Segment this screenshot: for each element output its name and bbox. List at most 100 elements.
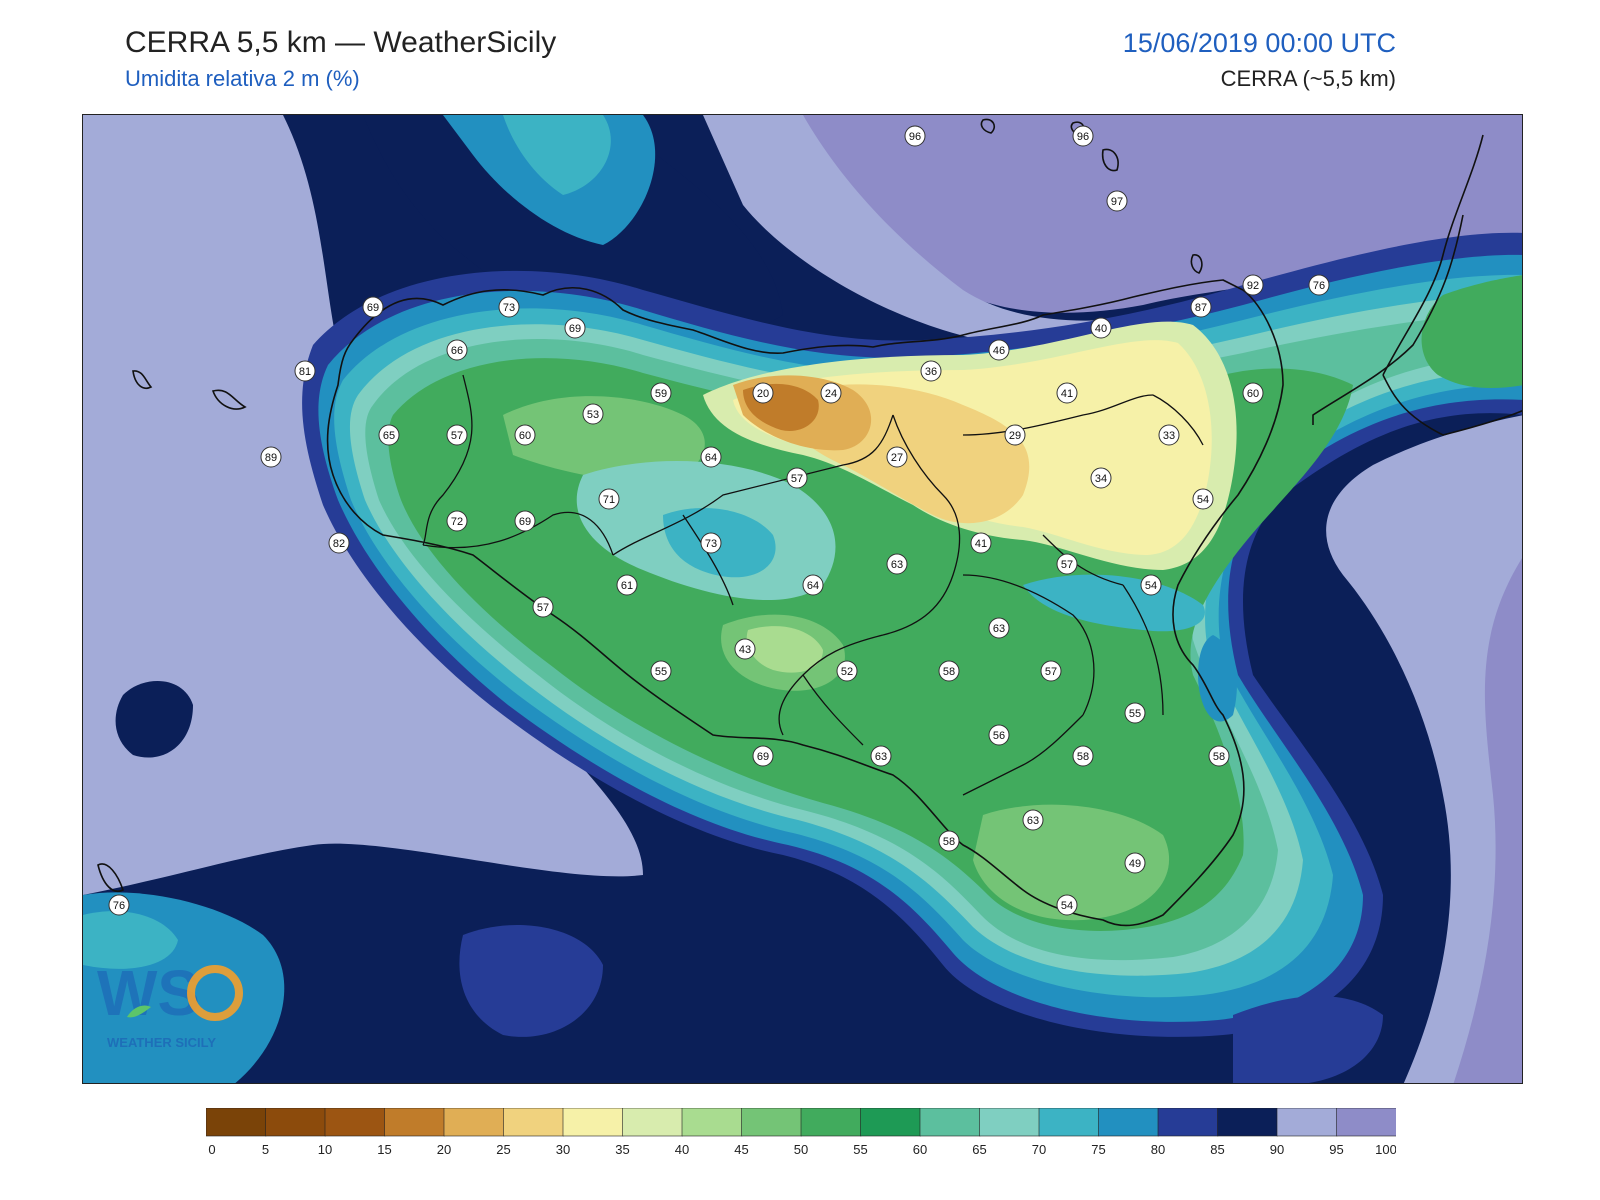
- station-marker: 69: [514, 510, 536, 532]
- station-value: 73: [705, 538, 717, 550]
- colorbar-tick-label: 75: [1091, 1142, 1105, 1157]
- station-dot: [294, 360, 316, 382]
- station-dot: [1056, 894, 1078, 916]
- station-value: 60: [1247, 388, 1259, 400]
- station-value: 63: [875, 751, 887, 763]
- station-value: 69: [569, 323, 581, 335]
- station-value: 57: [537, 602, 549, 614]
- station-dot: [988, 724, 1010, 746]
- station-value: 69: [519, 516, 531, 528]
- station-marker: 96: [1072, 125, 1094, 147]
- colorbar-swatch: [265, 1107, 326, 1137]
- station-dot: [582, 403, 604, 425]
- colorbar-swatch: [979, 1107, 1040, 1137]
- station-value: 54: [1197, 494, 1209, 506]
- station-dot: [650, 382, 672, 404]
- station-dot: [498, 296, 520, 318]
- colorbar-swatch: [1276, 1107, 1338, 1137]
- station-marker: 54: [1192, 488, 1214, 510]
- station-dot: [446, 424, 468, 446]
- variable-subtitle: Umidita relativa 2 m (%): [125, 66, 360, 91]
- station-marker: 92: [1242, 274, 1264, 296]
- station-marker: 46: [988, 339, 1010, 361]
- station-dot: [1090, 467, 1112, 489]
- station-value: 66: [451, 345, 463, 357]
- station-dot: [752, 382, 774, 404]
- station-marker: 56: [988, 724, 1010, 746]
- map-canvas: 96 96 97 92 76 87 69 73 69 66 81 40 46 36 41 60 20 24 59 53…: [83, 115, 1522, 1083]
- southwest-teal-core: [83, 911, 178, 969]
- colorbar-swatch: [324, 1107, 386, 1137]
- station-marker: 87: [1190, 296, 1212, 318]
- station-dot: [786, 467, 808, 489]
- station-value: 96: [909, 131, 921, 143]
- station-dot: [1242, 274, 1264, 296]
- station-value: 46: [993, 345, 1005, 357]
- station-dot: [446, 510, 468, 532]
- station-dot: [836, 660, 858, 682]
- colorbar-swatch: [741, 1107, 802, 1137]
- station-dot: [378, 424, 400, 446]
- station-value: 64: [807, 580, 819, 592]
- colorbar-tick-label: 20: [437, 1142, 451, 1157]
- station-dot: [532, 596, 554, 618]
- colorbar-tick-label: 40: [675, 1142, 689, 1157]
- station-value: 29: [1009, 430, 1021, 442]
- station-value: 43: [739, 644, 751, 656]
- station-marker: 73: [700, 532, 722, 554]
- station-dot: [820, 382, 842, 404]
- station-value: 54: [1061, 900, 1073, 912]
- station-marker: 97: [1106, 190, 1128, 212]
- station-markers: 96 96 97 92 76 87 69 73 69 66 81 40 46 36 41 60 20 24 59 53…: [108, 125, 1330, 916]
- map-title: CERRA 5,5 km — WeatherSicily: [125, 26, 557, 59]
- colorbar-swatch: [1157, 1107, 1219, 1137]
- station-value: 41: [975, 538, 987, 550]
- colorbar-swatch: [1098, 1107, 1159, 1137]
- station-marker: 71: [598, 488, 620, 510]
- station-marker: 57: [1056, 553, 1078, 575]
- station-value: 63: [891, 559, 903, 571]
- station-marker: 36: [920, 360, 942, 382]
- station-marker: 64: [700, 446, 722, 468]
- colorbar: 0 5 10 15 20 25 30 35 40 45 50 55 60 65 70 75 80 85 90 95 10…: [205, 1107, 1397, 1173]
- station-dot: [734, 638, 756, 660]
- station-value: 69: [757, 751, 769, 763]
- station-value: 82: [333, 538, 345, 550]
- station-marker: 69: [362, 296, 384, 318]
- station-value: 65: [383, 430, 395, 442]
- station-dot: [514, 424, 536, 446]
- station-dot: [328, 532, 350, 554]
- model-label: CERRA (~5,5 km): [1220, 66, 1396, 91]
- station-marker: 58: [1072, 745, 1094, 767]
- station-value: 72: [451, 516, 463, 528]
- station-marker: 63: [870, 745, 892, 767]
- station-marker: 54: [1140, 574, 1162, 596]
- station-dot: [1242, 382, 1264, 404]
- station-dot: [1090, 317, 1112, 339]
- station-marker: 53: [582, 403, 604, 425]
- station-value: 55: [1129, 708, 1141, 720]
- colorbar-tick-label: 45: [734, 1142, 748, 1157]
- colorbar-tick-label: 60: [913, 1142, 927, 1157]
- station-value: 61: [621, 580, 633, 592]
- station-dot: [1056, 382, 1078, 404]
- station-value: 57: [1045, 666, 1057, 678]
- station-value: 63: [993, 623, 1005, 635]
- station-marker: 57: [1040, 660, 1062, 682]
- station-dot: [598, 488, 620, 510]
- station-marker: 63: [1022, 809, 1044, 831]
- station-dot: [1004, 424, 1026, 446]
- station-marker: 63: [988, 617, 1010, 639]
- station-dot: [1040, 660, 1062, 682]
- colorbar-swatch: [443, 1107, 505, 1137]
- station-value: 97: [1111, 196, 1123, 208]
- colorbar-tick-label: 10: [318, 1142, 332, 1157]
- station-marker: 69: [752, 745, 774, 767]
- colorbar-swatch: [1038, 1107, 1100, 1137]
- station-value: 76: [113, 900, 125, 912]
- station-value: 92: [1247, 280, 1259, 292]
- colorbar-tick-label: 50: [794, 1142, 808, 1157]
- south-blue-patch: [459, 925, 603, 1037]
- station-dot: [1106, 190, 1128, 212]
- colorbar-tick-label: 70: [1032, 1142, 1046, 1157]
